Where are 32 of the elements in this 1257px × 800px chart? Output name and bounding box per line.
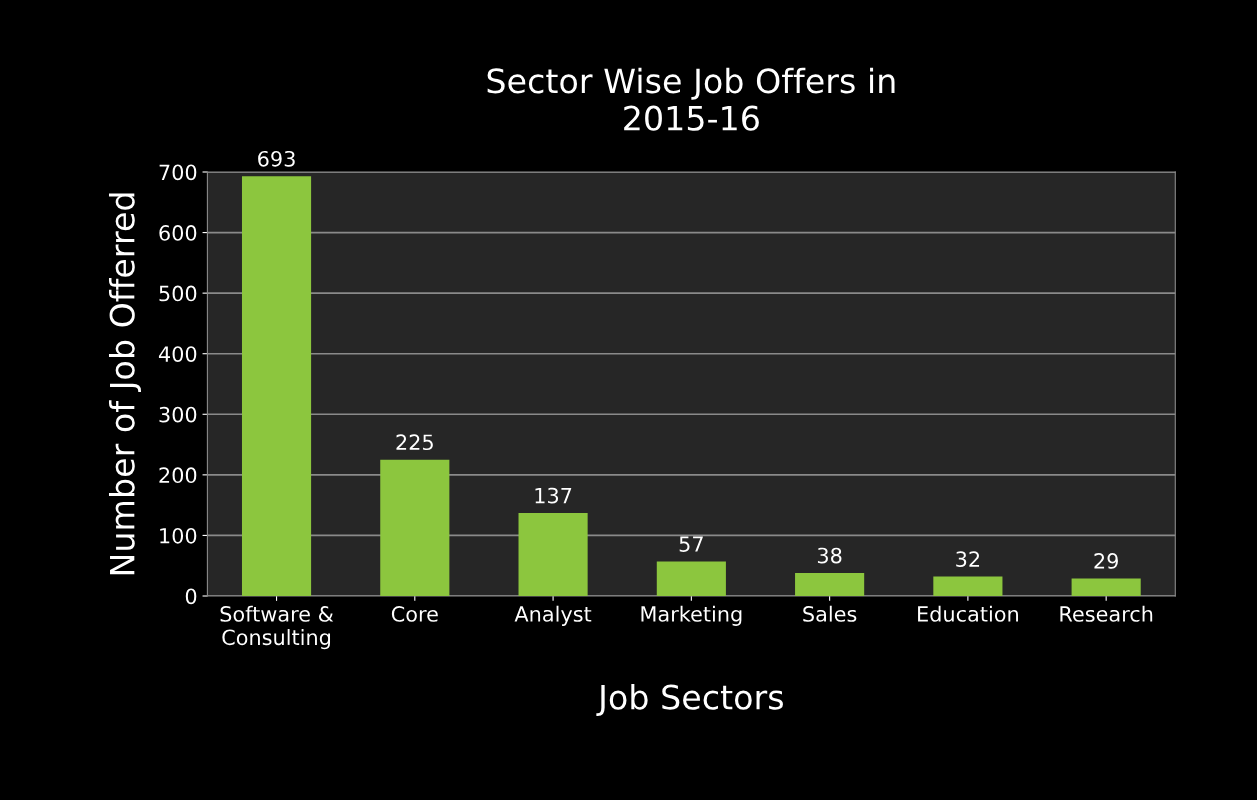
x-tick-label: Education <box>918 605 1018 622</box>
data-label: 57 <box>679 536 703 552</box>
x-tick-label: Research <box>1060 605 1153 622</box>
data-label: 29 <box>1094 553 1118 569</box>
bar <box>518 513 588 596</box>
y-tick-label: 200 <box>159 467 197 484</box>
y-tick-label: 700 <box>159 164 197 181</box>
y-tick-label: 100 <box>160 527 197 544</box>
chart-title: Sector Wise Job Offers in 2015-16 <box>487 67 895 131</box>
x-axis-title: Job Sectors <box>596 683 783 716</box>
x-tick-label: Core <box>391 606 438 622</box>
x-tick-label: Software & Consulting <box>220 605 334 650</box>
y-tick-label: 600 <box>159 225 197 241</box>
data-label: 137 <box>535 487 572 504</box>
y-tick-label: 300 <box>159 406 197 423</box>
data-label: 38 <box>817 547 842 564</box>
data-label: 693 <box>258 150 295 167</box>
bar <box>795 572 865 596</box>
y-tick-label: 400 <box>158 346 197 362</box>
x-tick-label: Analyst <box>514 605 592 626</box>
data-label: 225 <box>396 434 433 451</box>
y-tick-label: 500 <box>159 285 197 302</box>
bar <box>241 176 312 596</box>
bar <box>380 459 450 596</box>
data-label: 32 <box>956 551 980 568</box>
bar <box>1071 578 1141 596</box>
x-tick-label: Sales <box>803 605 857 622</box>
bar <box>656 561 726 596</box>
bar <box>933 576 1003 596</box>
y-tick-label: 0 <box>185 588 197 605</box>
y-axis-title: Number of Job Offerred <box>108 193 141 575</box>
x-tick-label: Marketing <box>641 605 742 626</box>
